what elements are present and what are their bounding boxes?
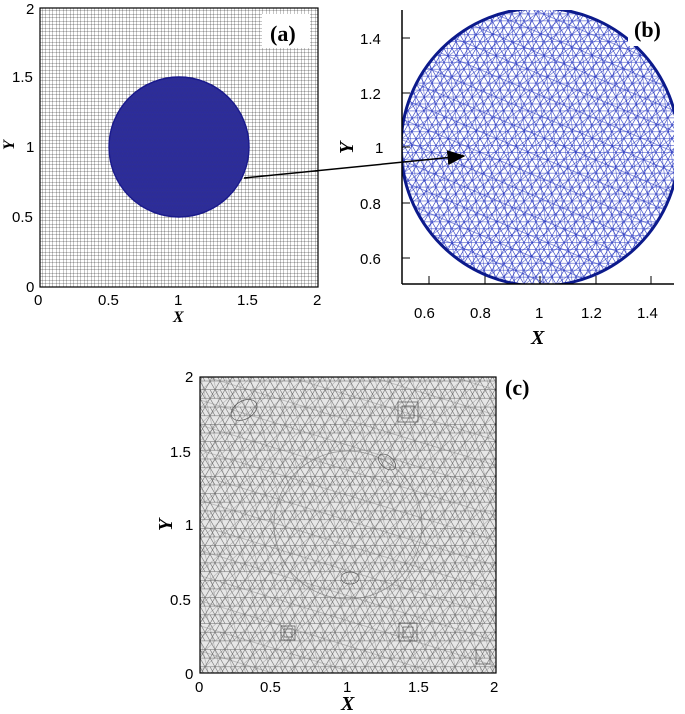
panel-c-x-axis-label: X [340,693,355,714]
panel-c-xtick: 0 [195,679,203,696]
panel-a-circle-outline [108,76,250,218]
panel-b-ytick: 0.6 [360,251,381,268]
panel-b-label-background [628,12,680,46]
panel-a-x-axis-label: X [172,309,184,326]
panel-b: 0.6 0.8 1 1.2 1.4 0.6 0.8 1 1.2 1.4 X Y … [336,10,680,349]
panel-c-label-background [500,372,542,404]
panel-b-xtick: 0.8 [470,305,491,322]
panel-c-x-ticks: 0 0.5 1 1.5 2 [195,679,498,696]
panel-c-ytick: 1 [185,517,193,534]
panel-a-circle-mesh [109,77,249,217]
panel-c-frame [199,376,497,674]
panel-a-xtick: 2 [313,292,321,309]
panel-c-ytick: 0.5 [170,592,191,609]
panel-c-xtick: 0.5 [260,679,281,696]
panel-b-xtick: 1.2 [581,305,602,322]
panel-b-x-axis-label: X [530,327,545,349]
panel-a-xtick: 1.5 [237,292,258,309]
panel-a-xtick: 0.5 [98,292,119,309]
panel-a-ytick: 0.5 [12,209,33,226]
panel-a-label-background [262,14,310,48]
panel-a-ytick: 1.5 [12,69,33,86]
panel-c-y-ticks: 0 0.5 1 1.5 2 [170,369,193,683]
panel-c-xtick: 1.5 [408,679,429,696]
panel-a-ytick: 0 [26,279,34,296]
panel-a-y-ticks: 0 0.5 1 1.5 2 [12,1,34,296]
panel-b-x-ticks: 0.6 0.8 1 1.2 1.4 [414,305,658,322]
panel-b-xtick: 0.6 [414,305,435,322]
panel-b-ytick: 0.8 [360,196,381,213]
panel-b-ytick: 1 [375,140,383,157]
panel-a-label: (a) [270,21,296,46]
panel-b-tick-marks [402,37,652,284]
panel-b-ytick: 1.4 [360,31,381,48]
panel-a-xtick: 1 [174,292,182,309]
panel-c-mesh-overlay [200,377,496,673]
panel-b-xtick: 1.4 [637,305,658,322]
panel-a-ytick: 2 [26,1,34,18]
panel-b-label: (b) [634,17,661,42]
panel-b-ytick: 1.2 [360,86,381,103]
panel-c-xtick: 2 [490,679,498,696]
panel-c-label: (c) [505,375,529,400]
panel-c-ytick: 2 [185,369,193,386]
panel-b-y-ticks: 0.6 0.8 1 1.2 1.4 [360,31,383,268]
panel-c-y-axis-label: Y [155,517,177,531]
panel-a: (a) 0 0.5 1 1.5 2 0 0.5 1 1.5 2 X Y [1,1,321,326]
panel-a-ytick: 1 [26,139,34,156]
panel-b-xtick: 1 [535,305,543,322]
panel-c-ytick: 1.5 [170,444,191,461]
panel-c: (c) 0 0.5 1 1.5 2 0 0.5 1 1.5 2 X Y [155,369,542,714]
panel-c-xtick: 1 [343,679,351,696]
panel-c-ytick: 0 [185,666,193,683]
zoom-arrow [243,150,466,179]
panel-c-refinement-spots [230,399,491,665]
panel-a-xtick: 0 [34,292,42,309]
panel-b-y-axis-label: Y [336,140,358,154]
panel-c-embedded-circle [273,450,423,600]
panel-b-mesh-overlay [402,10,674,284]
panel-a-y-axis-label: Y [1,139,18,150]
panel-a-x-ticks: 0 0.5 1 1.5 2 [34,292,321,309]
